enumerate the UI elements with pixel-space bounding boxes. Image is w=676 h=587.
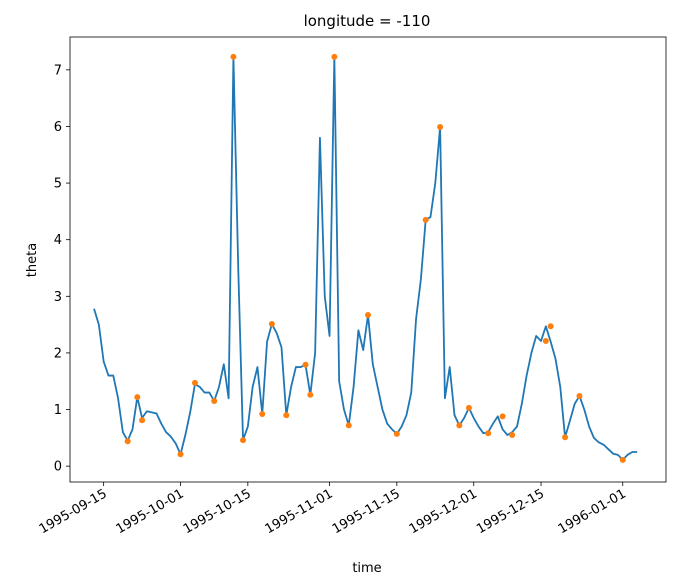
y-axis-label: theta xyxy=(25,243,40,277)
point xyxy=(211,398,218,405)
point xyxy=(393,430,400,437)
x-tick-label: 1995-11-15 xyxy=(330,486,403,537)
point xyxy=(499,413,506,420)
x-tick-label: 1995-10-01 xyxy=(114,486,187,537)
y-tick-label: 7 xyxy=(54,63,62,78)
plot-frame xyxy=(69,36,667,483)
point xyxy=(331,53,338,60)
point xyxy=(576,392,583,399)
point xyxy=(268,321,275,328)
point xyxy=(302,361,309,368)
point xyxy=(259,411,266,418)
point xyxy=(134,394,141,401)
point xyxy=(345,422,352,429)
y-tick-label: 3 xyxy=(54,290,62,305)
y-tick-label: 6 xyxy=(54,120,62,135)
point xyxy=(619,456,626,463)
point xyxy=(124,438,131,445)
point xyxy=(456,422,463,429)
point xyxy=(240,437,247,444)
point xyxy=(191,379,198,386)
point xyxy=(562,434,569,441)
y-tick-label: 4 xyxy=(54,233,62,248)
point xyxy=(307,391,314,398)
x-tick-label: 1995-11-01 xyxy=(263,486,336,537)
x-axis-label: time xyxy=(352,561,381,576)
point xyxy=(509,432,516,439)
x-tick-label: 1995-12-01 xyxy=(407,486,480,537)
line xyxy=(93,55,638,461)
point xyxy=(422,216,429,223)
point xyxy=(485,430,492,437)
y-tick-label: 2 xyxy=(54,346,62,361)
point xyxy=(177,451,184,458)
x-tick-label: 1995-09-15 xyxy=(37,486,110,537)
x-tick-label: 1995-12-15 xyxy=(474,486,547,537)
y-tick-label: 5 xyxy=(54,177,62,192)
point xyxy=(547,323,554,330)
point xyxy=(139,417,146,424)
x-tick-label: 1995-10-15 xyxy=(181,486,254,537)
point xyxy=(465,404,472,411)
point xyxy=(283,412,290,419)
point xyxy=(365,311,371,318)
point xyxy=(230,53,237,60)
x-tick-label: 1996-01-01 xyxy=(556,486,629,537)
y-tick-label: 1 xyxy=(54,403,62,418)
y-tick-label: 0 xyxy=(54,460,62,475)
chart-title: longitude = -110 xyxy=(304,12,431,30)
point xyxy=(437,124,444,131)
point xyxy=(542,338,549,345)
